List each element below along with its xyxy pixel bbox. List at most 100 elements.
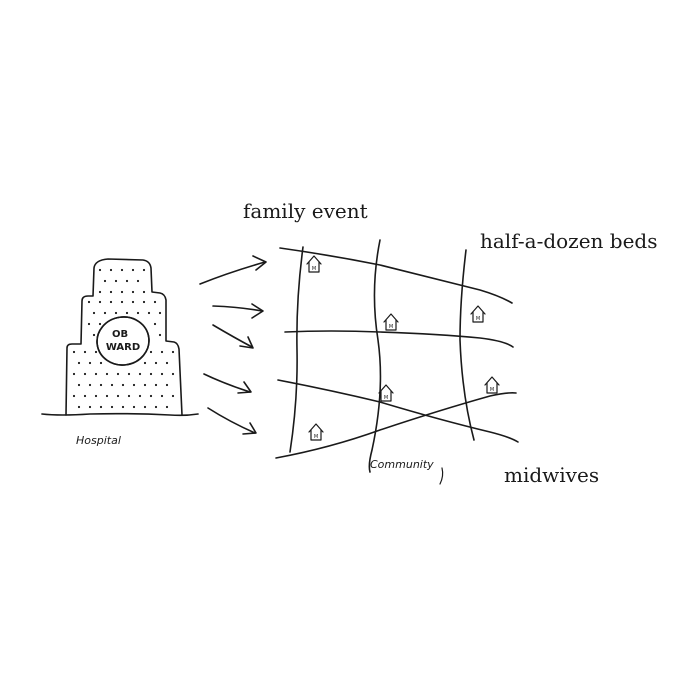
- hospital-dot: [158, 333, 162, 337]
- ob-ward-label-line1: OB: [112, 329, 128, 340]
- hospital-dot: [120, 268, 124, 272]
- hospital-dot: [99, 383, 103, 387]
- hospital-dot: [131, 290, 135, 294]
- road-diagonal-down: [277, 379, 519, 443]
- hospital-dot: [138, 372, 142, 376]
- hospital-dot: [72, 394, 76, 398]
- road-vertical-right: [459, 249, 475, 441]
- hospital-dot: [83, 372, 87, 376]
- hospital-dot: [125, 279, 129, 283]
- hospital-dot: [99, 361, 103, 365]
- hospital-caption: Hospital: [76, 434, 121, 447]
- hospital-dot: [127, 394, 131, 398]
- house-icon: M: [484, 376, 500, 394]
- ob-ward-fill: [99, 318, 147, 364]
- hospital-dot: [120, 300, 124, 304]
- hospital-dot: [120, 290, 124, 294]
- hospital-dot: [98, 268, 102, 272]
- hospital-dot: [149, 350, 153, 354]
- arrow-2: [212, 303, 264, 319]
- ground-line: [41, 412, 199, 417]
- house-icon: M: [383, 313, 399, 331]
- hospital-dot: [136, 311, 140, 315]
- hospital-dot: [121, 383, 125, 387]
- hospital-dot: [105, 372, 109, 376]
- hospital-dot: [160, 350, 164, 354]
- hospital-dot: [127, 372, 131, 376]
- hospital-dot: [160, 372, 164, 376]
- community-caption: Community: [370, 458, 434, 471]
- hospital-dot: [136, 279, 140, 283]
- house-markers: M M M M M M: [306, 255, 500, 441]
- hospital-dot: [153, 322, 157, 326]
- hospital-outline: [65, 258, 183, 416]
- hospital-dot: [116, 394, 120, 398]
- hospital-dot: [87, 300, 91, 304]
- hospital-stipple: [72, 268, 175, 409]
- hospital-dot: [83, 350, 87, 354]
- hospital-dot: [103, 279, 107, 283]
- hospital-dot: [142, 268, 146, 272]
- hospital-dot: [77, 383, 81, 387]
- house-label: M: [490, 387, 494, 393]
- hospital-dot: [165, 383, 169, 387]
- hospital-dot: [125, 311, 129, 315]
- hospital-dot: [171, 372, 175, 376]
- hospital-dot: [110, 383, 114, 387]
- hospital-dot: [165, 405, 169, 409]
- house-label: M: [476, 316, 480, 322]
- hospital-building: OB WARD: [41, 258, 199, 417]
- road-diagonal-up: [275, 392, 517, 459]
- house-icon: M: [470, 305, 486, 323]
- ob-ward-label-line2: WARD: [106, 342, 140, 353]
- road-vertical-center: [368, 239, 382, 473]
- hospital-dot: [143, 405, 147, 409]
- hospital-dot: [138, 394, 142, 398]
- hospital-dot: [109, 290, 113, 294]
- hospital-dot: [98, 300, 102, 304]
- hospital-dot: [94, 372, 98, 376]
- hospital-dot: [83, 394, 87, 398]
- hospital-dot: [171, 394, 175, 398]
- hospital-dot: [92, 311, 96, 315]
- hospital-dot: [114, 279, 118, 283]
- hospital-dot: [160, 394, 164, 398]
- hospital-dot: [77, 405, 81, 409]
- hospital-dot: [109, 268, 113, 272]
- hospital-dot: [154, 361, 158, 365]
- hospital-dot: [142, 300, 146, 304]
- house-label: M: [314, 434, 318, 440]
- arrows: [199, 255, 267, 435]
- hospital-dot: [149, 372, 153, 376]
- hospital-dot: [98, 290, 102, 294]
- hospital-dot: [109, 300, 113, 304]
- hospital-dot: [94, 350, 98, 354]
- hospital-dot: [110, 405, 114, 409]
- hospital-dot: [131, 268, 135, 272]
- house-icon: M: [308, 423, 324, 441]
- hospital-dot: [132, 383, 136, 387]
- hospital-dot: [154, 405, 158, 409]
- hospital-dot: [153, 300, 157, 304]
- hospital-dot: [72, 372, 76, 376]
- hospital-dot: [121, 405, 125, 409]
- half-dozen-beds-label: half-a-dozen beds: [480, 229, 658, 253]
- hospital-dot: [147, 311, 151, 315]
- house-label: M: [389, 324, 393, 330]
- hospital-dot: [99, 405, 103, 409]
- hospital-dot: [114, 311, 118, 315]
- house-icon: M: [306, 255, 322, 273]
- hospital-dot: [154, 383, 158, 387]
- hospital-dot: [105, 394, 109, 398]
- hospital-dot: [116, 372, 120, 376]
- road-middle: [284, 330, 514, 348]
- hospital-dot: [142, 290, 146, 294]
- hospital-dot: [103, 311, 107, 315]
- hospital-dot: [158, 311, 162, 315]
- house-label: M: [312, 266, 316, 272]
- hospital-dot: [88, 383, 92, 387]
- hospital-dot: [92, 333, 96, 337]
- house-label: M: [384, 395, 388, 401]
- hospital-dot: [132, 405, 136, 409]
